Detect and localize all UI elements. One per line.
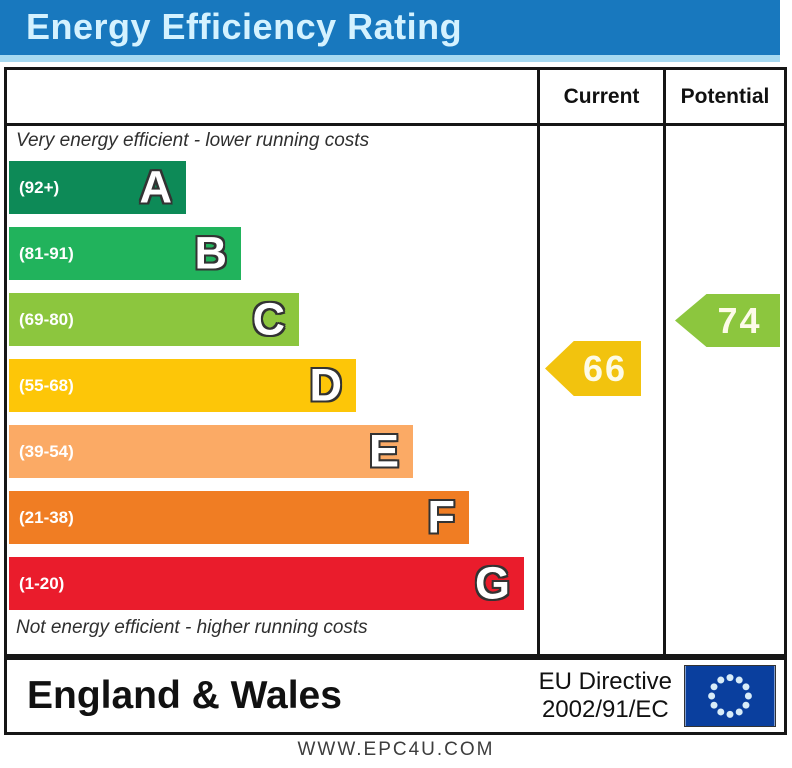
band-letter: B bbox=[194, 227, 228, 279]
header-divider bbox=[7, 123, 784, 126]
potential-rating-value: 74 bbox=[717, 299, 762, 341]
band-range: (81-91) bbox=[19, 244, 74, 263]
eu-directive-line2: 2002/91/EC bbox=[541, 696, 669, 723]
band-letter: C bbox=[252, 293, 286, 345]
band-range: (69-80) bbox=[19, 310, 74, 329]
band-range: (55-68) bbox=[19, 376, 74, 395]
column-divider-left bbox=[537, 70, 540, 654]
region-label: England & Wales bbox=[27, 674, 342, 717]
potential-rating-arrow: 74 bbox=[675, 294, 780, 347]
eu-flag-icon bbox=[684, 665, 776, 727]
title-bar-bottom-strip bbox=[0, 55, 780, 62]
column-divider-right bbox=[663, 70, 666, 654]
website-url: WWW.EPC4U.COM bbox=[297, 739, 495, 760]
band-letter: D bbox=[309, 359, 343, 411]
current-rating-value: 66 bbox=[582, 347, 628, 389]
band-letter: E bbox=[368, 425, 399, 477]
band-range: (21-38) bbox=[19, 508, 74, 527]
band-row-b: (81-91) B bbox=[9, 227, 241, 280]
band-row-f: (21-38) F bbox=[9, 491, 469, 544]
band-row-g: (1-20) G bbox=[9, 557, 524, 610]
current-rating-arrow: 66 bbox=[545, 341, 641, 396]
band-range: (92+) bbox=[19, 178, 60, 197]
band-letter: A bbox=[139, 161, 173, 213]
band-letter: G bbox=[474, 557, 510, 609]
band-letter: F bbox=[427, 491, 456, 543]
caption-not-efficient: Not energy efficient - higher running co… bbox=[16, 617, 368, 638]
footer: England & Wales EU Directive 2002/91/EC bbox=[4, 657, 787, 735]
band-row-e: (39-54) E bbox=[9, 425, 413, 478]
eu-directive-label: EU Directive 2002/91/EC bbox=[539, 668, 672, 724]
caption-very-efficient: Very energy efficient - lower running co… bbox=[16, 130, 370, 151]
eu-directive-line1: EU Directive bbox=[538, 668, 672, 695]
current-column-header: Current bbox=[563, 84, 640, 108]
energy-rating-table: Current Potential Very energy efficient … bbox=[4, 67, 787, 657]
band-row-a: (92+) A bbox=[9, 161, 186, 214]
title-bar: Energy Efficiency Rating bbox=[0, 0, 780, 55]
band-row-c: (69-80) C bbox=[9, 293, 299, 346]
band-range: (1-20) bbox=[19, 574, 65, 593]
potential-column-header: Potential bbox=[680, 84, 770, 108]
page-title: Energy Efficiency Rating bbox=[26, 6, 463, 47]
band-range: (39-54) bbox=[19, 442, 74, 461]
band-row-d: (55-68) D bbox=[9, 359, 356, 412]
